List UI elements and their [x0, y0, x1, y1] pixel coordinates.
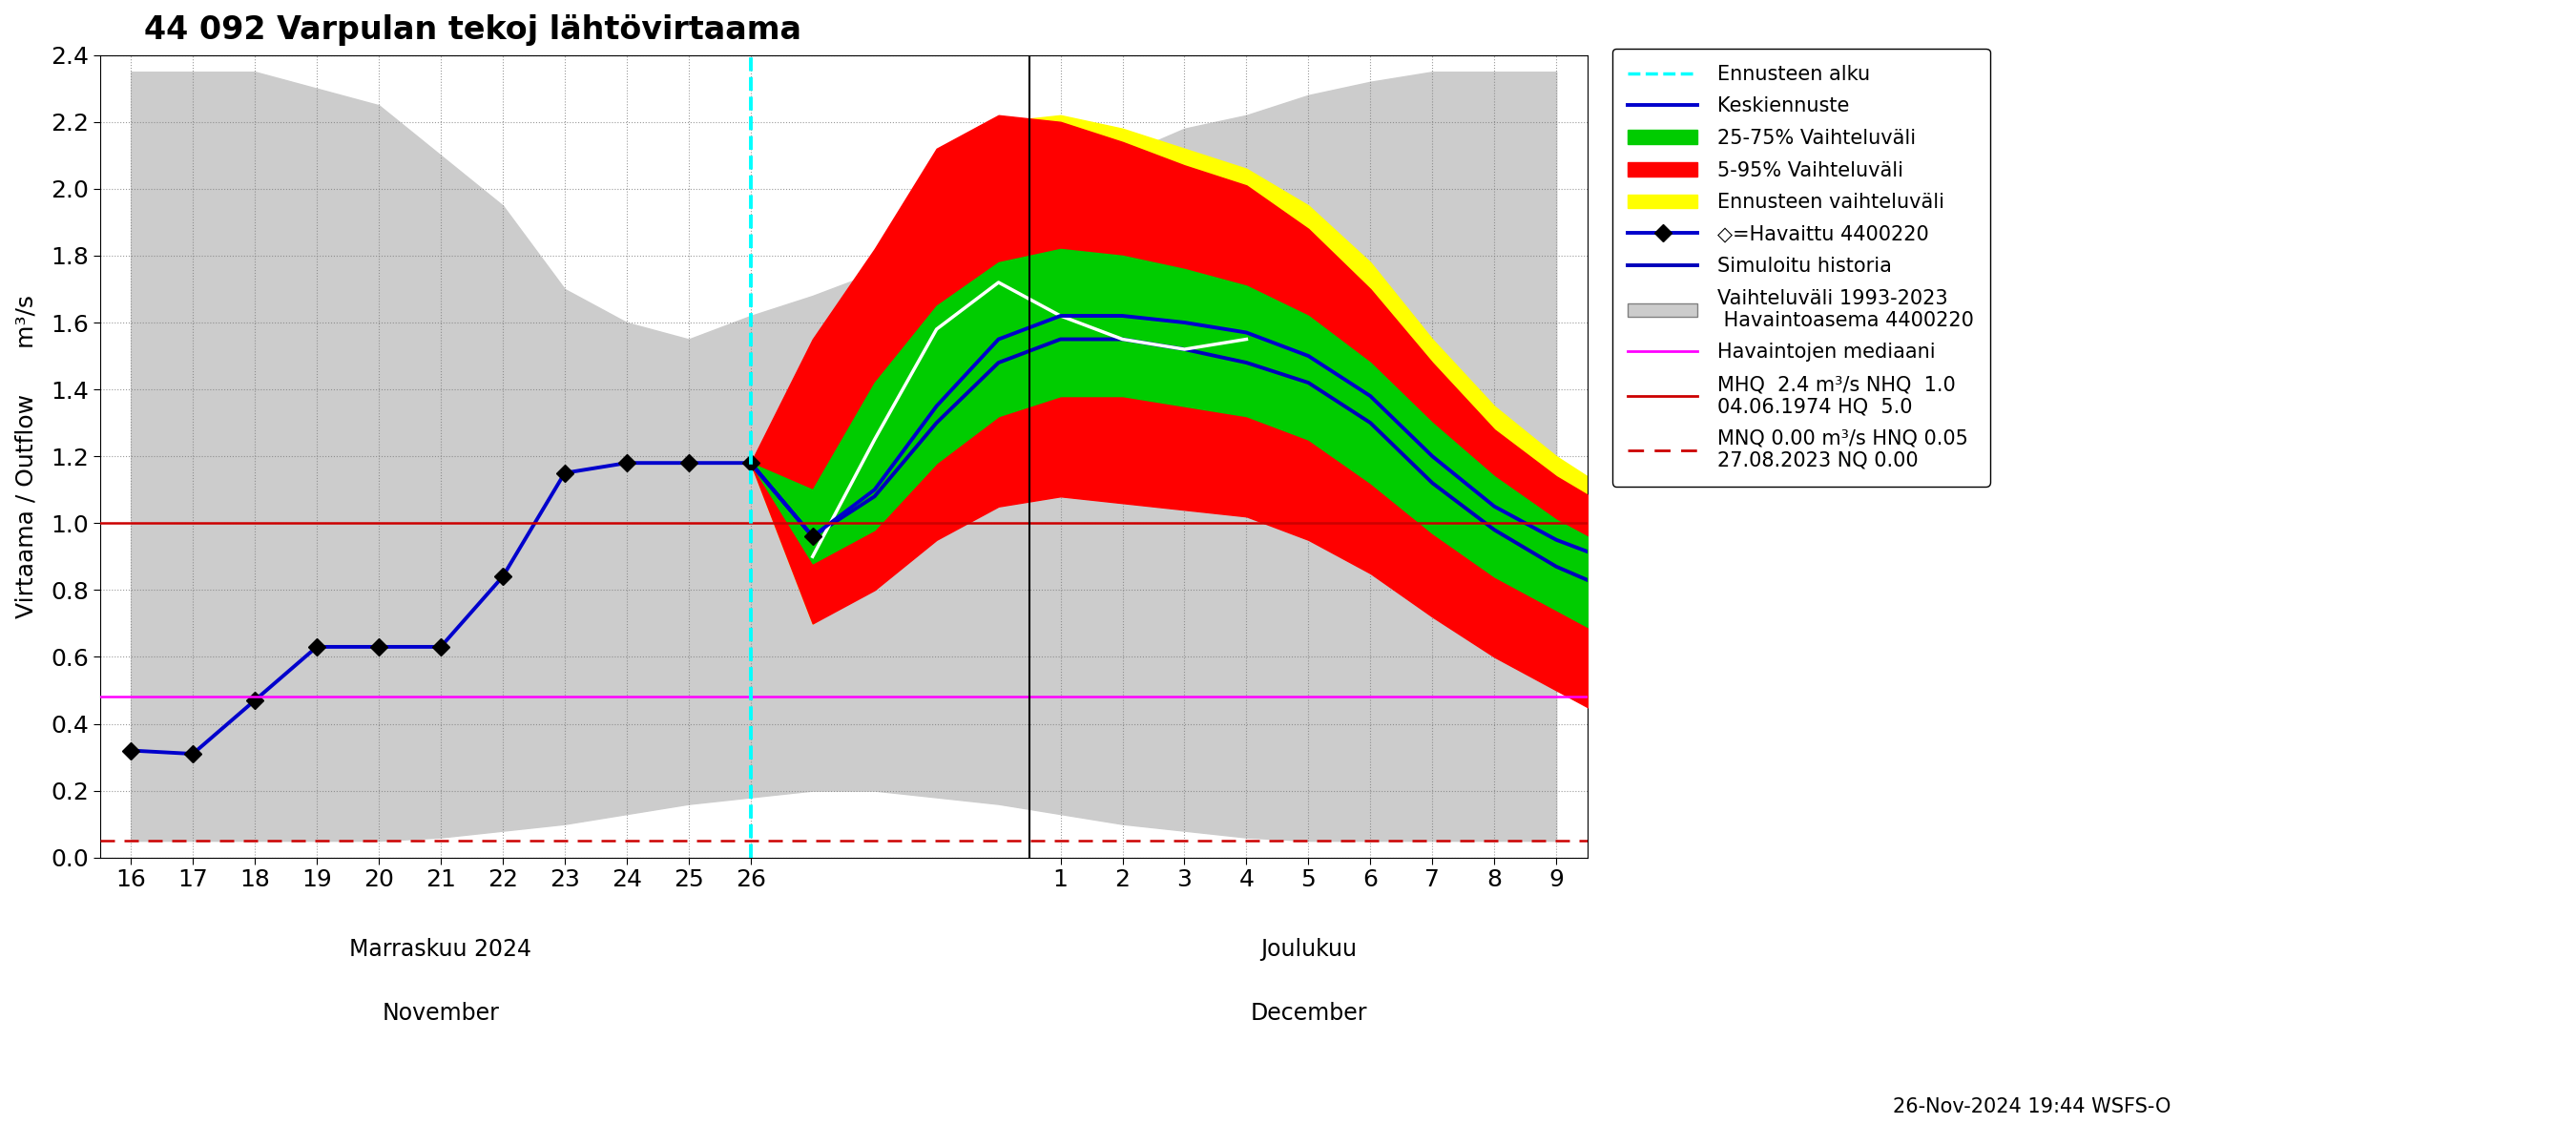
- Text: 44 092 Varpulan tekoj lähtövirtaama: 44 092 Varpulan tekoj lähtövirtaama: [144, 14, 801, 46]
- Text: Marraskuu 2024: Marraskuu 2024: [350, 938, 531, 961]
- Text: December: December: [1249, 1002, 1368, 1025]
- Y-axis label: Virtaama / Outflow      m³/s: Virtaama / Outflow m³/s: [15, 294, 36, 618]
- Text: 26-Nov-2024 19:44 WSFS-O: 26-Nov-2024 19:44 WSFS-O: [1893, 1097, 2172, 1116]
- Text: Joulukuu: Joulukuu: [1260, 938, 1358, 961]
- Legend: Ennusteen alku, Keskiennuste, 25-75% Vaihteluväli, 5-95% Vaihteluväli, Ennusteen: Ennusteen alku, Keskiennuste, 25-75% Vai…: [1613, 49, 1989, 487]
- Text: November: November: [381, 1002, 500, 1025]
